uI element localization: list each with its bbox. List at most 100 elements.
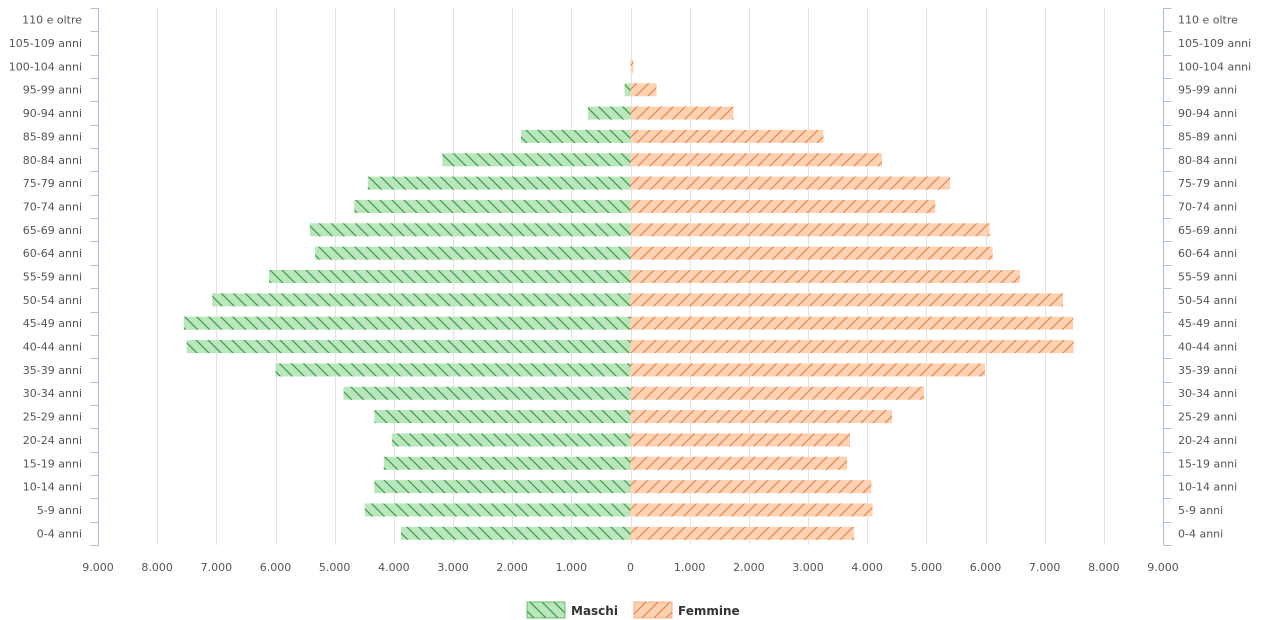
bar-maschi-8[interactable] <box>186 340 631 354</box>
series-maschi <box>183 83 631 540</box>
bar-maschi-1[interactable] <box>364 503 631 517</box>
y-tick-label-right: 40-44 anni <box>1178 341 1237 354</box>
legend-label-maschi: Maschi <box>571 604 618 618</box>
legend-swatch-femmine <box>633 601 673 619</box>
y-tick-label-right: 5-9 anni <box>1178 504 1223 517</box>
y-tick-label-left: 80-84 anni <box>23 154 82 167</box>
y-tick-label-left: 0-4 anni <box>37 527 82 540</box>
x-axis-labels: 9.000 8.000 7.000 6.000 5.000 4.000 3.000 2.000… <box>82 561 1179 574</box>
bar-femmine-4[interactable] <box>630 433 851 447</box>
y-tick-label-right: 25-29 anni <box>1178 411 1237 424</box>
bar-femmine-12[interactable] <box>630 246 993 260</box>
y-axis-labels-left: 0-4 anni 5-9 anni 10-14 anni 15-19 anni 20-2… <box>9 14 82 541</box>
bar-maschi-7[interactable] <box>275 363 631 377</box>
bar-femmine-11[interactable] <box>630 270 1020 283</box>
x-tick-label: 3.000 <box>792 561 824 574</box>
bar-maschi-3[interactable] <box>383 456 631 470</box>
bar-femmine-20[interactable] <box>630 59 634 73</box>
x-tick-label: 6.000 <box>970 561 1002 574</box>
y-tick-label-right: 80-84 anni <box>1178 154 1237 167</box>
x-tick-label: 7.000 <box>1029 561 1061 574</box>
bar-maschi-19[interactable] <box>624 83 631 97</box>
y-tick-label-right: 0-4 anni <box>1178 527 1223 540</box>
bar-femmine-18[interactable] <box>630 106 734 120</box>
y-tick-label-left: 110 e oltre <box>22 14 82 27</box>
x-tick-label: 5.000 <box>319 561 351 574</box>
bar-maschi-17[interactable] <box>521 129 631 143</box>
x-tick-label: 1.000 <box>674 561 706 574</box>
x-tick-label: 9.000 <box>82 561 114 574</box>
bar-maschi-10[interactable] <box>212 293 631 307</box>
y-tick-label-right: 100-104 anni <box>1178 60 1251 73</box>
bar-maschi-18[interactable] <box>587 106 631 120</box>
y-tick-label-right: 30-34 anni <box>1178 387 1237 400</box>
y-tick-label-left: 10-14 anni <box>23 481 82 494</box>
y-tick-label-left: 35-39 anni <box>23 364 82 377</box>
bar-maschi-12[interactable] <box>315 246 631 260</box>
bar-maschi-13[interactable] <box>309 223 631 237</box>
y-tick-label-right: 85-89 anni <box>1178 130 1237 143</box>
bar-femmine-8[interactable] <box>630 340 1074 354</box>
bar-maschi-0[interactable] <box>400 526 631 540</box>
bar-femmine-16[interactable] <box>630 153 882 167</box>
y-tick-label-right: 110 e oltre <box>1178 14 1238 27</box>
y-tick-label-left: 45-49 anni <box>23 317 82 330</box>
bar-maschi-4[interactable] <box>392 433 631 447</box>
x-tick-label: 0 <box>627 561 634 574</box>
bar-maschi-16[interactable] <box>442 153 631 167</box>
x-tick-label: 3.000 <box>437 561 469 574</box>
y-axis-labels-right: 0-4 anni 5-9 anni 10-14 anni 15-19 anni 20-2… <box>1178 14 1251 541</box>
y-tick-label-left: 15-19 anni <box>23 457 82 470</box>
x-tick-label: 2.000 <box>733 561 765 574</box>
legend-item-maschi[interactable]: Maschi <box>526 601 618 619</box>
bar-femmine-10[interactable] <box>630 293 1064 307</box>
bar-femmine-9[interactable] <box>630 316 1074 330</box>
bar-maschi-9[interactable] <box>183 316 631 330</box>
bar-femmine-6[interactable] <box>630 386 924 400</box>
y-tick-label-right: 55-59 anni <box>1178 271 1237 284</box>
x-tick-label: 8.000 <box>1088 561 1120 574</box>
bar-femmine-0[interactable] <box>630 526 855 540</box>
y-tick-label-left: 60-64 anni <box>23 247 82 260</box>
y-tick-label-left: 55-59 anni <box>23 271 82 284</box>
y-tick-label-left: 95-99 anni <box>23 84 82 97</box>
y-tick-label-right: 35-39 anni <box>1178 364 1237 377</box>
bar-femmine-19[interactable] <box>630 83 657 97</box>
y-tick-label-left: 30-34 anni <box>23 387 82 400</box>
series-femmine <box>630 59 1074 540</box>
bar-maschi-11[interactable] <box>268 270 631 283</box>
bar-femmine-7[interactable] <box>630 363 985 377</box>
axes <box>90 8 1172 546</box>
bar-femmine-15[interactable] <box>630 176 951 190</box>
y-tick-label-left: 50-54 anni <box>23 294 82 307</box>
bar-maschi-15[interactable] <box>367 176 631 190</box>
bar-maschi-14[interactable] <box>354 199 631 213</box>
bar-femmine-5[interactable] <box>630 410 893 424</box>
y-tick-label-right: 20-24 anni <box>1178 434 1237 447</box>
x-tick-label: 6.000 <box>260 561 292 574</box>
y-tick-label-right: 45-49 anni <box>1178 317 1237 330</box>
y-tick-label-left: 20-24 anni <box>23 434 82 447</box>
bar-maschi-6[interactable] <box>343 386 631 400</box>
y-tick-label-right: 90-94 anni <box>1178 107 1237 120</box>
y-tick-label-right: 95-99 anni <box>1178 84 1237 97</box>
bar-maschi-2[interactable] <box>374 480 631 494</box>
y-tick-label-left: 40-44 anni <box>23 341 82 354</box>
bar-femmine-14[interactable] <box>630 199 936 213</box>
y-tick-label-right: 50-54 anni <box>1178 294 1237 307</box>
bar-femmine-13[interactable] <box>630 223 990 237</box>
y-tick-label-left: 5-9 anni <box>37 504 82 517</box>
y-tick-label-left: 75-79 anni <box>23 177 82 190</box>
y-tick-label-left: 65-69 anni <box>23 224 82 237</box>
bar-femmine-3[interactable] <box>630 456 848 470</box>
bar-maschi-5[interactable] <box>374 410 631 424</box>
bar-femmine-17[interactable] <box>630 129 824 143</box>
y-tick-label-right: 105-109 anni <box>1178 37 1251 50</box>
legend-label-femmine: Femmine <box>678 604 740 618</box>
bar-femmine-2[interactable] <box>630 480 872 494</box>
x-tick-label: 5.000 <box>911 561 943 574</box>
y-tick-label-left: 105-109 anni <box>9 37 82 50</box>
y-tick-label-right: 10-14 anni <box>1178 481 1237 494</box>
legend-item-femmine[interactable]: Femmine <box>633 601 740 619</box>
bar-femmine-1[interactable] <box>630 503 873 517</box>
